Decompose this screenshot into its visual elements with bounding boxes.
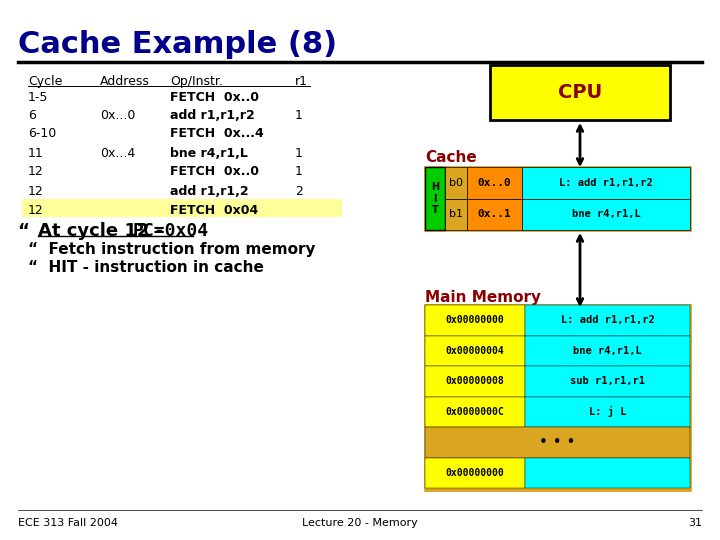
Text: Cache Example (8): Cache Example (8) bbox=[18, 30, 337, 59]
Bar bbox=[425, 305, 690, 490]
Text: 1: 1 bbox=[295, 165, 303, 178]
Bar bbox=[425, 167, 445, 230]
Text: 0x00000008: 0x00000008 bbox=[446, 376, 505, 386]
Bar bbox=[425, 457, 525, 488]
Text: 0x..0: 0x..0 bbox=[477, 178, 511, 188]
Text: add r1,r1,r2: add r1,r1,r2 bbox=[170, 109, 255, 122]
Text: L: add r1,r1,r2: L: add r1,r1,r2 bbox=[559, 178, 653, 188]
Text: 6-10: 6-10 bbox=[28, 127, 56, 140]
Text: PC=0x04: PC=0x04 bbox=[133, 222, 209, 240]
Bar bbox=[425, 305, 525, 335]
Text: 12: 12 bbox=[28, 185, 44, 198]
Text: b1: b1 bbox=[449, 209, 463, 219]
Text: 1: 1 bbox=[295, 147, 303, 160]
Text: L: j L: L: j L bbox=[589, 406, 626, 417]
Text: 31: 31 bbox=[688, 518, 702, 528]
Text: 12: 12 bbox=[28, 165, 44, 178]
Bar bbox=[525, 457, 690, 488]
Text: FETCH  0x..0: FETCH 0x..0 bbox=[170, 165, 259, 178]
Text: Op/Instr.: Op/Instr. bbox=[170, 75, 223, 88]
Text: 12: 12 bbox=[28, 204, 44, 217]
Text: 0x00000000: 0x00000000 bbox=[446, 315, 505, 325]
Text: 0x00000004: 0x00000004 bbox=[446, 346, 505, 356]
Text: ECE 313 Fall 2004: ECE 313 Fall 2004 bbox=[18, 518, 118, 528]
Text: b0: b0 bbox=[449, 178, 463, 188]
Bar bbox=[22, 199, 342, 217]
Text: 11: 11 bbox=[28, 147, 44, 160]
Bar bbox=[525, 366, 690, 396]
Text: At cycle 12 -: At cycle 12 - bbox=[38, 222, 169, 240]
Text: bne r4,r1,L: bne r4,r1,L bbox=[572, 209, 640, 219]
Bar bbox=[525, 396, 690, 427]
Text: r1: r1 bbox=[295, 75, 308, 88]
Text: Cycle: Cycle bbox=[28, 75, 63, 88]
Text: 0x...4: 0x...4 bbox=[100, 147, 135, 160]
Text: FETCH  0x04: FETCH 0x04 bbox=[170, 204, 258, 217]
Text: bne r4,r1,L: bne r4,r1,L bbox=[573, 346, 642, 356]
Text: “  HIT - instruction in cache: “ HIT - instruction in cache bbox=[28, 260, 264, 275]
Text: FETCH  0x...4: FETCH 0x...4 bbox=[170, 127, 264, 140]
Bar bbox=[445, 199, 467, 230]
Bar bbox=[467, 167, 522, 199]
Bar bbox=[425, 366, 525, 396]
Text: 0x0000000C: 0x0000000C bbox=[446, 407, 505, 417]
Bar bbox=[467, 199, 522, 230]
Text: Main Memory: Main Memory bbox=[425, 290, 541, 305]
Bar bbox=[525, 305, 690, 335]
Text: 1-5: 1-5 bbox=[28, 91, 48, 104]
Text: sub r1,r1,r1: sub r1,r1,r1 bbox=[570, 376, 645, 386]
Text: H
I
T: H I T bbox=[431, 182, 439, 215]
Text: 0x00000000: 0x00000000 bbox=[446, 468, 505, 478]
Text: 0x...0: 0x...0 bbox=[100, 109, 135, 122]
Text: L: add r1,r1,r2: L: add r1,r1,r2 bbox=[561, 315, 654, 325]
Text: CPU: CPU bbox=[558, 83, 602, 102]
Text: • • •: • • • bbox=[539, 435, 576, 450]
Text: add r1,r1,2: add r1,r1,2 bbox=[170, 185, 248, 198]
Bar bbox=[425, 167, 690, 230]
Bar bbox=[425, 427, 690, 457]
Text: Lecture 20 - Memory: Lecture 20 - Memory bbox=[302, 518, 418, 528]
Bar bbox=[525, 335, 690, 366]
Text: FETCH  0x..0: FETCH 0x..0 bbox=[170, 91, 259, 104]
Text: “  Fetch instruction from memory: “ Fetch instruction from memory bbox=[28, 242, 315, 257]
Text: “: “ bbox=[18, 222, 42, 240]
Text: 0x..1: 0x..1 bbox=[477, 209, 511, 219]
Text: Cache: Cache bbox=[425, 150, 477, 165]
Bar bbox=[425, 335, 525, 366]
Text: 6: 6 bbox=[28, 109, 36, 122]
Text: 2: 2 bbox=[295, 185, 303, 198]
Bar bbox=[445, 167, 467, 199]
Text: 1: 1 bbox=[295, 109, 303, 122]
Bar bbox=[522, 199, 690, 230]
Text: bne r4,r1,L: bne r4,r1,L bbox=[170, 147, 248, 160]
Bar bbox=[522, 167, 690, 199]
Text: Address: Address bbox=[100, 75, 150, 88]
Bar bbox=[425, 396, 525, 427]
Bar bbox=[490, 65, 670, 120]
